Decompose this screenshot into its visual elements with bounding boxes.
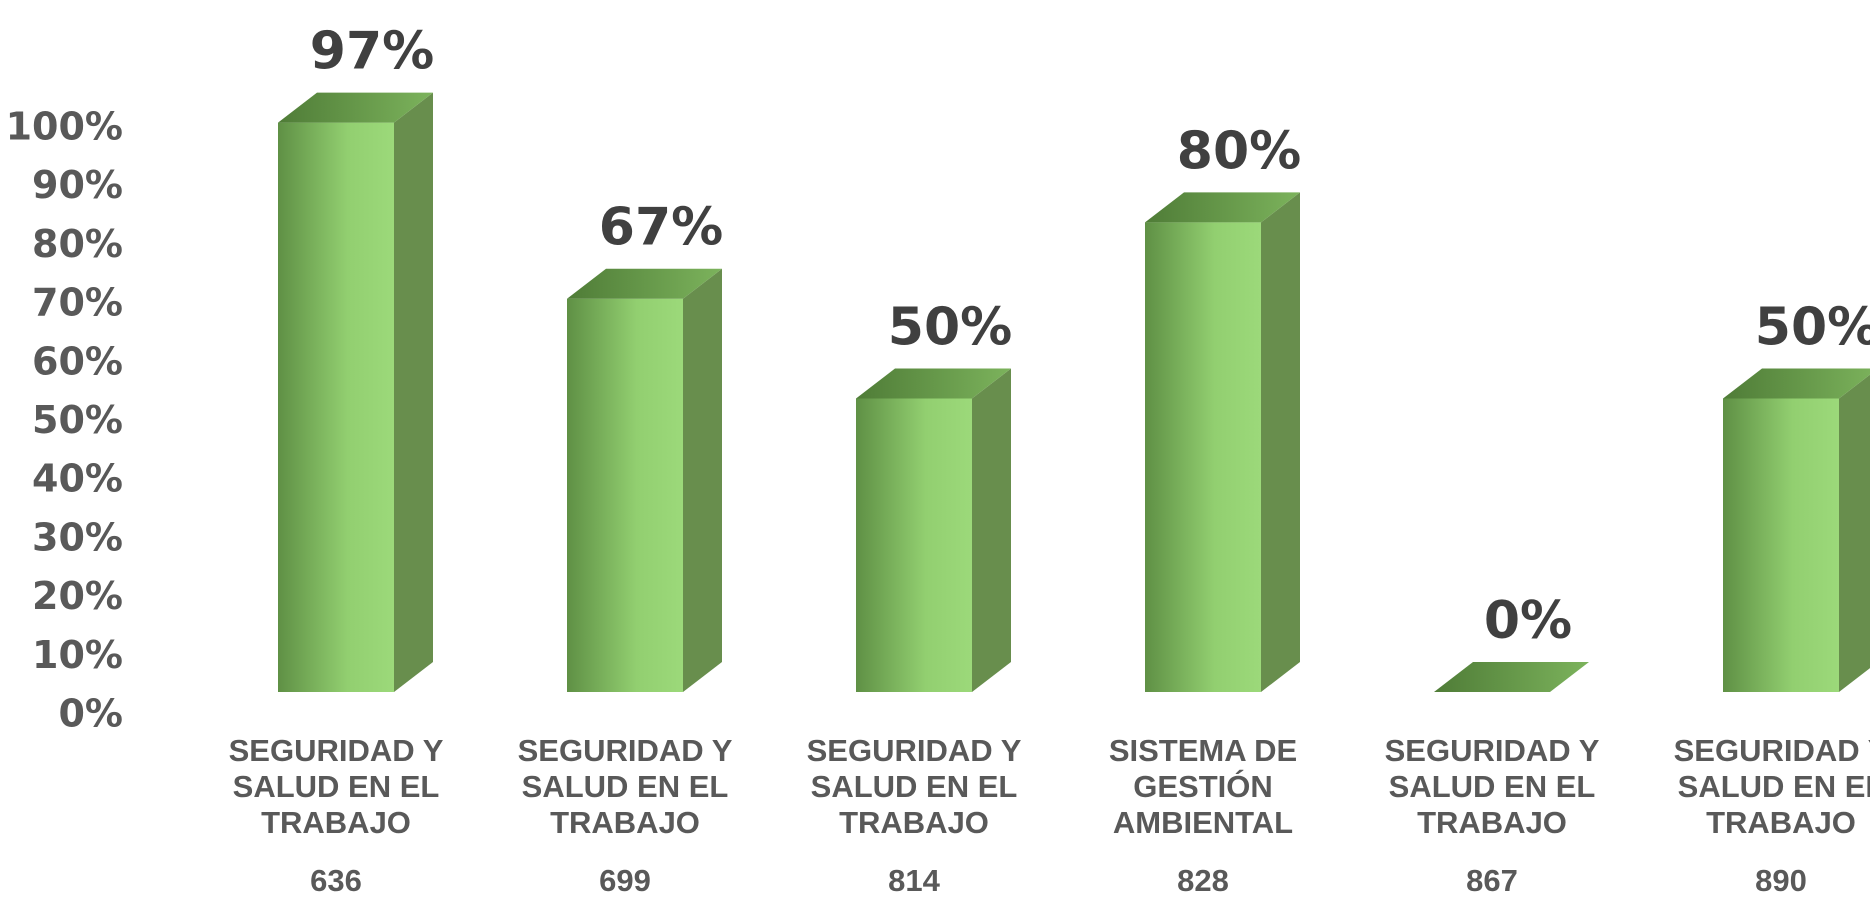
- x-tick-label: TRABAJO: [550, 805, 700, 840]
- bar-top: [1434, 662, 1589, 692]
- category-code: 867: [1466, 863, 1518, 897]
- x-tick-label: SISTEMA DE: [1109, 733, 1297, 768]
- bar: [1723, 368, 1870, 692]
- x-tick-label: TRABAJO: [1417, 805, 1567, 840]
- y-tick-label: 50%: [32, 398, 123, 442]
- x-tick-label: SALUD EN EL: [522, 769, 729, 804]
- y-tick-label: 60%: [32, 339, 123, 383]
- bar-side: [683, 268, 722, 692]
- bar-front: [1723, 398, 1839, 692]
- value-label: 80%: [1177, 121, 1301, 181]
- y-tick-label: 10%: [32, 633, 123, 677]
- x-tick-label: SEGURIDAD Y: [1385, 733, 1600, 768]
- x-tick-label: SALUD EN EL: [1678, 769, 1870, 804]
- y-tick-label: 30%: [32, 515, 123, 559]
- bar: [278, 92, 433, 693]
- bar: [856, 368, 1011, 692]
- x-tick-label: SEGURIDAD Y: [229, 733, 444, 768]
- bar: [1434, 662, 1589, 692]
- value-label: 97%: [310, 22, 434, 82]
- y-tick-label: 20%: [32, 574, 123, 618]
- bar-front: [278, 122, 394, 693]
- category-code: 699: [599, 863, 651, 897]
- bar-front: [567, 298, 683, 692]
- value-label: 67%: [599, 198, 723, 258]
- bar-front: [1145, 222, 1261, 692]
- value-label: 50%: [888, 298, 1012, 358]
- y-tick-label: 100%: [6, 105, 123, 149]
- category-code: 890: [1755, 863, 1807, 897]
- y-tick-label: 70%: [32, 281, 123, 325]
- x-tick-label: TRABAJO: [1706, 805, 1856, 840]
- x-tick-label: TRABAJO: [261, 805, 411, 840]
- x-tick-label: AMBIENTAL: [1113, 805, 1293, 840]
- value-label: 0%: [1484, 591, 1572, 651]
- x-tick-label: SALUD EN EL: [811, 769, 1018, 804]
- x-tick-label: SEGURIDAD Y: [518, 733, 733, 768]
- y-tick-label: 90%: [32, 163, 123, 207]
- x-tick-label: SEGURIDAD Y: [1674, 733, 1870, 768]
- bar-side: [1261, 192, 1300, 692]
- bar: [1145, 192, 1300, 692]
- x-tick-label: SEGURIDAD Y: [807, 733, 1022, 768]
- bar-top: [856, 368, 1011, 399]
- category-code: 814: [888, 863, 940, 897]
- category-code: 828: [1177, 863, 1229, 897]
- bar-top: [1723, 368, 1870, 399]
- bar-side: [394, 92, 433, 693]
- x-tick-label: SALUD EN EL: [1389, 769, 1596, 804]
- bar-side: [972, 368, 1011, 692]
- bar-top: [567, 268, 722, 299]
- category-code: 636: [310, 863, 362, 897]
- y-tick-label: 80%: [32, 222, 123, 266]
- bar-top: [278, 92, 433, 123]
- bar-top: [1145, 192, 1300, 223]
- bar-side: [1839, 374, 1870, 692]
- y-tick-label: 0%: [58, 692, 123, 736]
- x-tick-label: GESTIÓN: [1133, 768, 1273, 804]
- x-tick-label: SALUD EN EL: [233, 769, 440, 804]
- x-tick-label: TRABAJO: [839, 805, 989, 840]
- bar-front: [856, 398, 972, 692]
- value-label: 50%: [1755, 298, 1870, 358]
- bar: [567, 268, 722, 692]
- y-tick-label: 40%: [32, 457, 123, 501]
